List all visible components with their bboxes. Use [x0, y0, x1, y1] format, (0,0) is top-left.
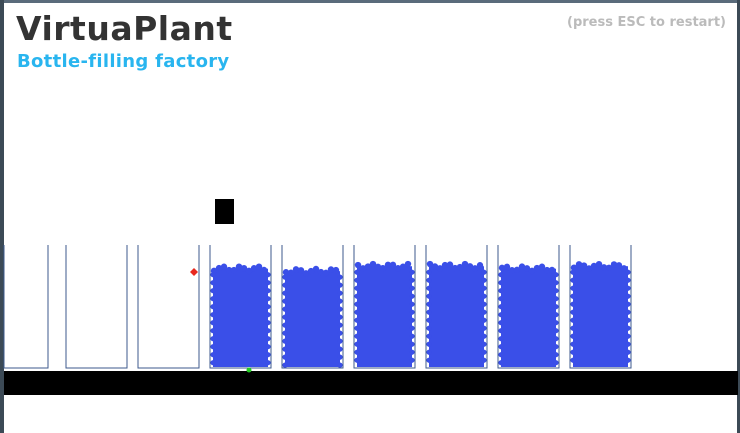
bottle: [497, 245, 560, 369]
bottle: [65, 245, 128, 369]
bottle-outline: [3, 245, 49, 369]
conveyor-belt: [4, 371, 738, 395]
restart-hint: (press ESC to restart): [567, 15, 726, 30]
bottle-water: [210, 263, 271, 367]
bottles-layer: [3, 245, 632, 369]
app-title: VirtuaPlant: [16, 9, 233, 48]
bottle-outline: [281, 245, 344, 369]
bottle-outline: [137, 245, 200, 369]
level-sensor-icon: [190, 268, 198, 276]
bottle: [281, 245, 344, 369]
bottle: [353, 245, 416, 369]
bottle-outline: [65, 245, 128, 369]
bottle: [425, 245, 488, 369]
bottle: [3, 245, 49, 369]
bottle-outline: [497, 245, 560, 369]
bottle-outline: [425, 245, 488, 369]
window-frame-left: [0, 0, 4, 433]
bottle: [209, 245, 272, 369]
bottle-outline: [353, 245, 416, 369]
bottle-water: [426, 260, 487, 367]
window-frame-right: [737, 0, 740, 433]
app-subtitle: Bottle-filling factory: [17, 51, 230, 72]
fill-nozzle: [215, 199, 234, 224]
bottle-water: [282, 265, 343, 368]
bottle: [569, 245, 632, 369]
bottle-water: [354, 260, 415, 367]
bottle-outline: [569, 245, 632, 369]
bottle-water: [498, 263, 559, 367]
bottle-outline: [209, 245, 272, 369]
bottle: [137, 245, 200, 369]
limit-switch-sensor-icon: [246, 367, 252, 373]
window-frame-top: [0, 0, 740, 3]
bottle-water: [570, 260, 631, 367]
